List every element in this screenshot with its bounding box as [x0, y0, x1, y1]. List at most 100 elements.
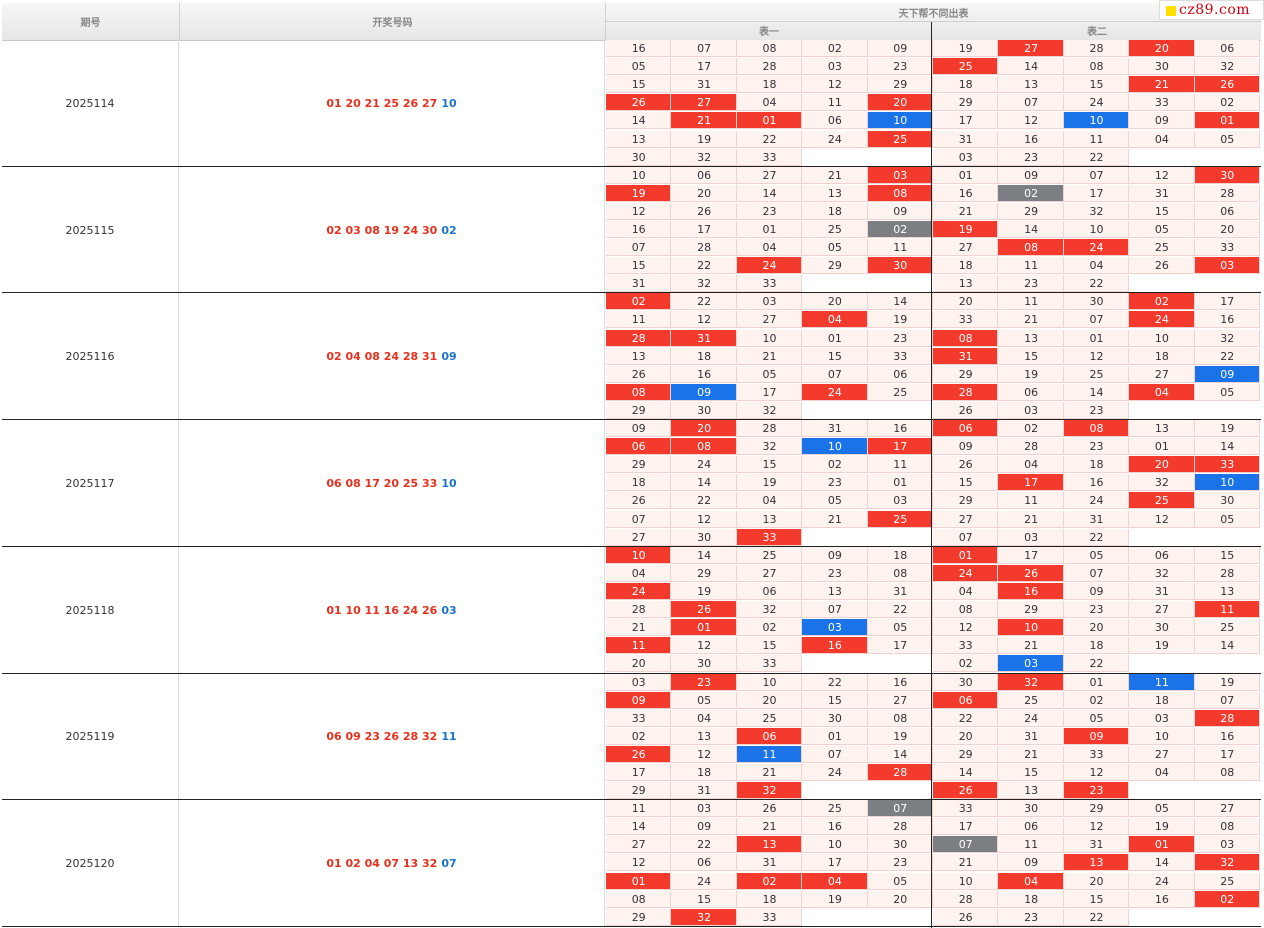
table-two-cell: 33 — [1194, 456, 1260, 474]
header-table-two: 表二 — [1087, 27, 1107, 38]
table-two-cell: 18 — [1063, 456, 1130, 474]
table-one-cell: 04 — [802, 872, 868, 890]
table-one-cell: 32 — [736, 401, 803, 419]
table-two-cell: 03 — [1194, 257, 1260, 275]
table-one-cell: 23 — [802, 564, 868, 582]
table-one-cell: 25 — [802, 800, 868, 818]
table-two-cell: 20 — [1063, 619, 1130, 637]
table-two-cell: 33 — [1129, 94, 1195, 112]
table-one-cell: 30 — [802, 709, 868, 727]
table-two-cell: 25 — [1194, 619, 1260, 637]
table-one-cell: 16 — [802, 818, 868, 836]
table-one-cell: 17 — [802, 854, 868, 872]
table-one-cell: 13 — [606, 347, 672, 365]
table-two-cell: 29 — [933, 365, 999, 383]
table-one-cell: 18 — [736, 76, 803, 94]
table-two-cell: 21 — [998, 637, 1064, 655]
table-one-cell: 19 — [671, 582, 737, 600]
table-two-cell: 10 — [998, 619, 1064, 637]
table-one-cell: 08 — [606, 383, 672, 401]
table-one-cell: 29 — [606, 908, 672, 926]
table-two-cell: 04 — [1129, 130, 1195, 148]
table-one-cell: 16 — [606, 220, 672, 238]
table-one-cell: 18 — [606, 474, 672, 492]
table-two-cell: 01 — [1194, 112, 1260, 130]
table-one-cell: 06 — [606, 438, 672, 456]
table-two-cell: 19 — [998, 365, 1064, 383]
table-two-cell: 18 — [933, 257, 999, 275]
table-two-cell: 04 — [1129, 764, 1195, 781]
table-one-cell: 21 — [736, 347, 803, 365]
table-one-cell — [867, 528, 933, 546]
table-two-cell: 04 — [1063, 257, 1130, 275]
table-one-cell: 17 — [671, 220, 737, 238]
table-two-cell: 10 — [1129, 727, 1195, 745]
table-two-cell: 06 — [933, 420, 999, 438]
table-one-cell: 10 — [736, 329, 803, 347]
table-one-cell: 21 — [671, 112, 737, 130]
table-one-cell: 02 — [606, 727, 672, 745]
table-two-cell: 28 — [1194, 184, 1260, 202]
table-one-cell: 23 — [736, 202, 803, 220]
table-one-cell: 30 — [671, 655, 737, 673]
table-two-cell: 32 — [1194, 329, 1260, 347]
table-one-cell: 04 — [736, 492, 803, 510]
table-one-cell: 18 — [867, 546, 933, 564]
table-one-cell: 26 — [671, 601, 737, 619]
table-one-cell: 08 — [606, 890, 672, 908]
table-one-cell: 28 — [867, 764, 933, 781]
table-two-cell: 32 — [1194, 854, 1260, 872]
table-two-cell: 23 — [1063, 601, 1130, 619]
table-two-cell: 07 — [1063, 166, 1130, 184]
table-one-cell: 02 — [736, 872, 803, 890]
table-two-cell — [1194, 528, 1260, 546]
table-one-cell: 08 — [867, 709, 933, 727]
table-two-cell: 31 — [1063, 510, 1130, 528]
table-one-cell: 28 — [867, 818, 933, 836]
table-two-cell: 32 — [998, 673, 1064, 691]
table-two-cell: 29 — [933, 492, 999, 510]
table-one-cell: 15 — [671, 890, 737, 908]
period-separator — [2, 292, 1261, 294]
table-two-cell: 19 — [1129, 818, 1195, 836]
table-two-cell: 06 — [933, 691, 999, 709]
table-two-cell: 16 — [998, 582, 1064, 600]
table-one-cell — [802, 528, 868, 546]
table-two-cell: 05 — [1129, 220, 1195, 238]
site-logo[interactable]: cz89.com — [1159, 0, 1264, 20]
table-one-cell: 24 — [802, 130, 868, 148]
table-one-cell: 33 — [606, 709, 672, 727]
table-one-cell: 20 — [867, 94, 933, 112]
period-row: 2025117 06 08 17 20 25 33 10 09 20 28 31 16 06 08… — [2, 420, 1261, 547]
table-one-cell: 17 — [867, 438, 933, 456]
table-two-cell — [1129, 528, 1195, 546]
table-two-cell: 25 — [1129, 492, 1195, 510]
table-one-cell: 27 — [736, 311, 803, 329]
table-two-cell: 18 — [998, 890, 1064, 908]
table-one-cell: 01 — [671, 619, 737, 637]
table-one-cell: 01 — [802, 727, 868, 745]
table-one-cell: 07 — [802, 365, 868, 383]
table-one-cell: 24 — [671, 872, 737, 890]
table-two-cell — [1129, 655, 1195, 673]
table-two-cell: 12 — [1063, 818, 1130, 836]
table-one-cell: 19 — [802, 890, 868, 908]
table-one-cell: 14 — [671, 546, 737, 564]
period-id: 2025114 — [2, 40, 179, 167]
table-two-cell: 15 — [998, 764, 1064, 781]
table-two-cell: 17 — [998, 474, 1064, 492]
table-two-cell: 22 — [1063, 655, 1130, 673]
table-two-cell: 27 — [933, 510, 999, 528]
table-two-cell: 24 — [933, 564, 999, 582]
table-two-cell: 30 — [1194, 492, 1260, 510]
table-two-cell: 17 — [1194, 745, 1260, 763]
period-id: 2025118 — [2, 546, 179, 674]
table-one-cell: 10 — [802, 836, 868, 854]
table-one-cell: 19 — [671, 130, 737, 148]
table-two-cell: 21 — [998, 510, 1064, 528]
table-one-cell: 33 — [736, 655, 803, 673]
table-one-cell: 08 — [671, 438, 737, 456]
draw-numbers: 01 10 11 16 24 26 03 — [179, 546, 605, 674]
table-one-cell: 12 — [606, 202, 672, 220]
period-separator — [2, 545, 1261, 547]
